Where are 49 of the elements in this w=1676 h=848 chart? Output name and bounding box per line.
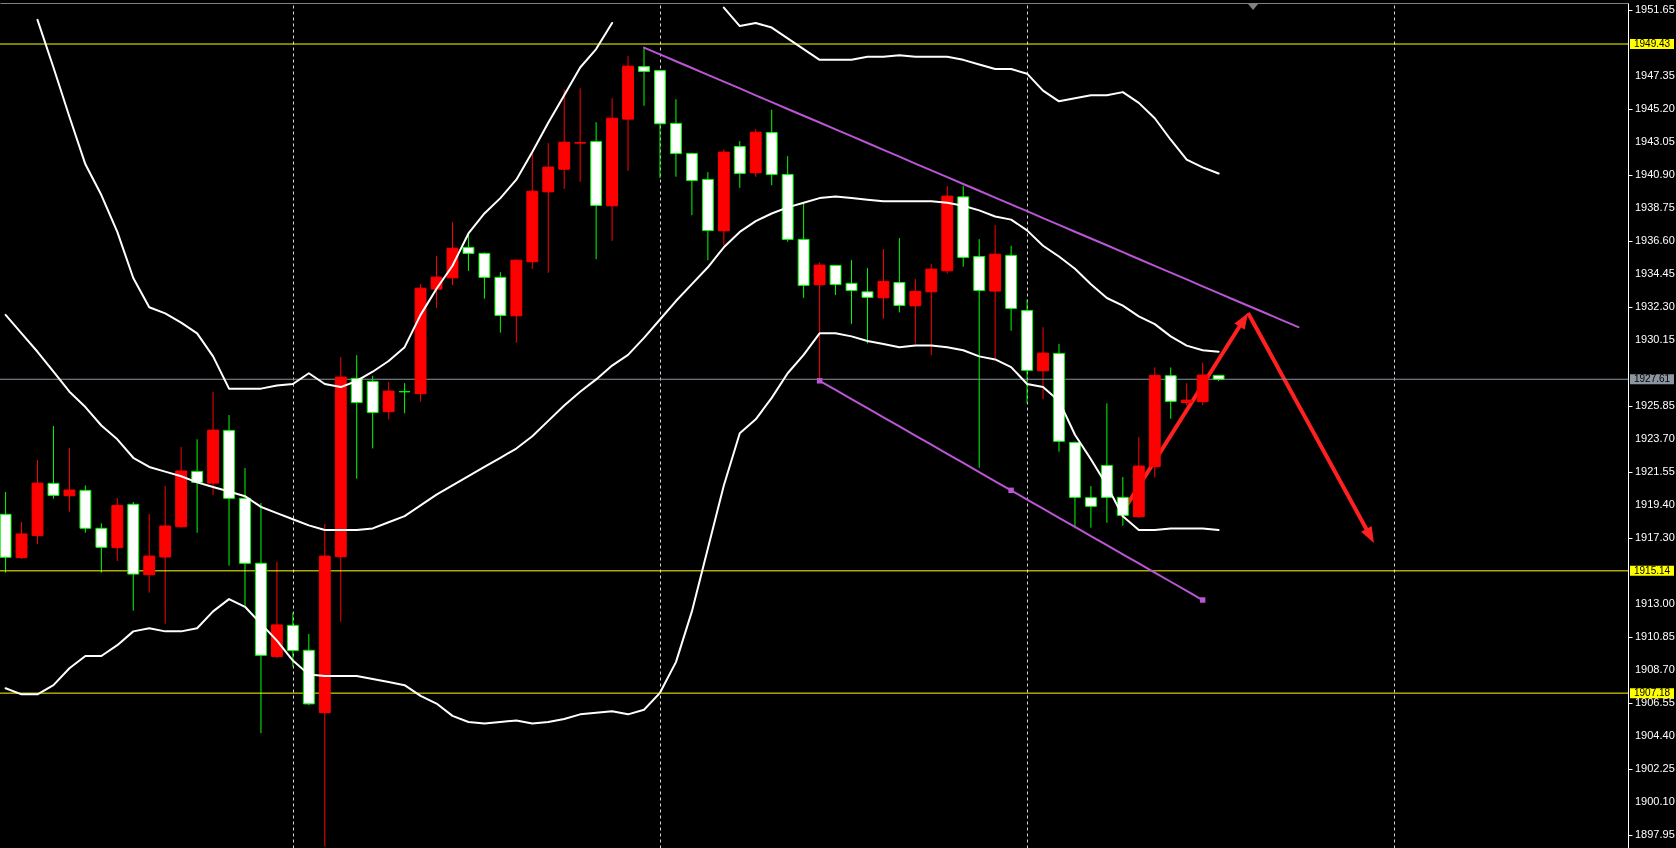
point bbox=[1199, 597, 1206, 603]
ref-line-label: 1927.61 bbox=[1634, 373, 1671, 385]
candlestick bbox=[638, 47, 650, 107]
y-tick-label: 1910.85 bbox=[1635, 629, 1675, 642]
y-tick-label: 1913.00 bbox=[1635, 596, 1675, 609]
y-tick-label: 1930.15 bbox=[1635, 333, 1675, 346]
ref-line-label: 1949.43 bbox=[1634, 38, 1671, 50]
candlestick bbox=[15, 521, 28, 560]
y-tick-label: 1934.45 bbox=[1635, 267, 1675, 280]
ref-line-label: 1915.14 bbox=[1634, 564, 1671, 576]
y-tick-label: 1940.90 bbox=[1635, 168, 1675, 181]
candlestick bbox=[877, 248, 890, 320]
candlestick bbox=[829, 264, 842, 296]
candlestick bbox=[1037, 326, 1049, 400]
y-tick-label: 1919.40 bbox=[1635, 498, 1675, 511]
y-tick-label: 1925.85 bbox=[1635, 399, 1675, 412]
y-tick-label: 1923.70 bbox=[1635, 432, 1675, 445]
candlestick bbox=[95, 522, 108, 574]
candlestick bbox=[893, 237, 906, 313]
y-tick-label: 1947.35 bbox=[1635, 68, 1675, 81]
candlestick bbox=[1116, 476, 1129, 527]
candlestick bbox=[845, 259, 858, 325]
candlestick bbox=[925, 263, 938, 356]
candlestick bbox=[63, 447, 76, 513]
candlestick bbox=[574, 87, 587, 183]
y-tick-label: 1943.05 bbox=[1635, 135, 1675, 148]
y-tick-label: 1951.65 bbox=[1635, 2, 1675, 15]
y-tick-label: 1902.25 bbox=[1635, 761, 1675, 774]
y-tick-label: 1917.30 bbox=[1635, 530, 1675, 543]
line-series bbox=[643, 46, 1300, 329]
point bbox=[816, 378, 823, 384]
y-tick-label: 1908.70 bbox=[1635, 662, 1675, 675]
candlestick bbox=[478, 252, 491, 300]
y-tick-label: 1936.60 bbox=[1635, 234, 1675, 247]
y-tick-label: 1897.95 bbox=[1635, 827, 1675, 840]
candlestick bbox=[143, 513, 156, 594]
y-tick-label: 1900.10 bbox=[1635, 794, 1675, 807]
candlestick bbox=[909, 278, 922, 344]
y-tick-label: 1938.75 bbox=[1635, 201, 1675, 214]
y-tick-label: 1921.55 bbox=[1635, 465, 1675, 478]
candlestick bbox=[1084, 485, 1097, 529]
y-tick-label: 1945.20 bbox=[1635, 102, 1675, 115]
point bbox=[1008, 487, 1014, 494]
candlestick bbox=[1180, 382, 1193, 407]
y-tick-label: 1932.30 bbox=[1635, 300, 1675, 313]
candlestick bbox=[382, 381, 395, 420]
y-tick-label: 1904.40 bbox=[1635, 728, 1675, 741]
candlestick bbox=[47, 425, 60, 500]
candlestick bbox=[398, 382, 411, 414]
